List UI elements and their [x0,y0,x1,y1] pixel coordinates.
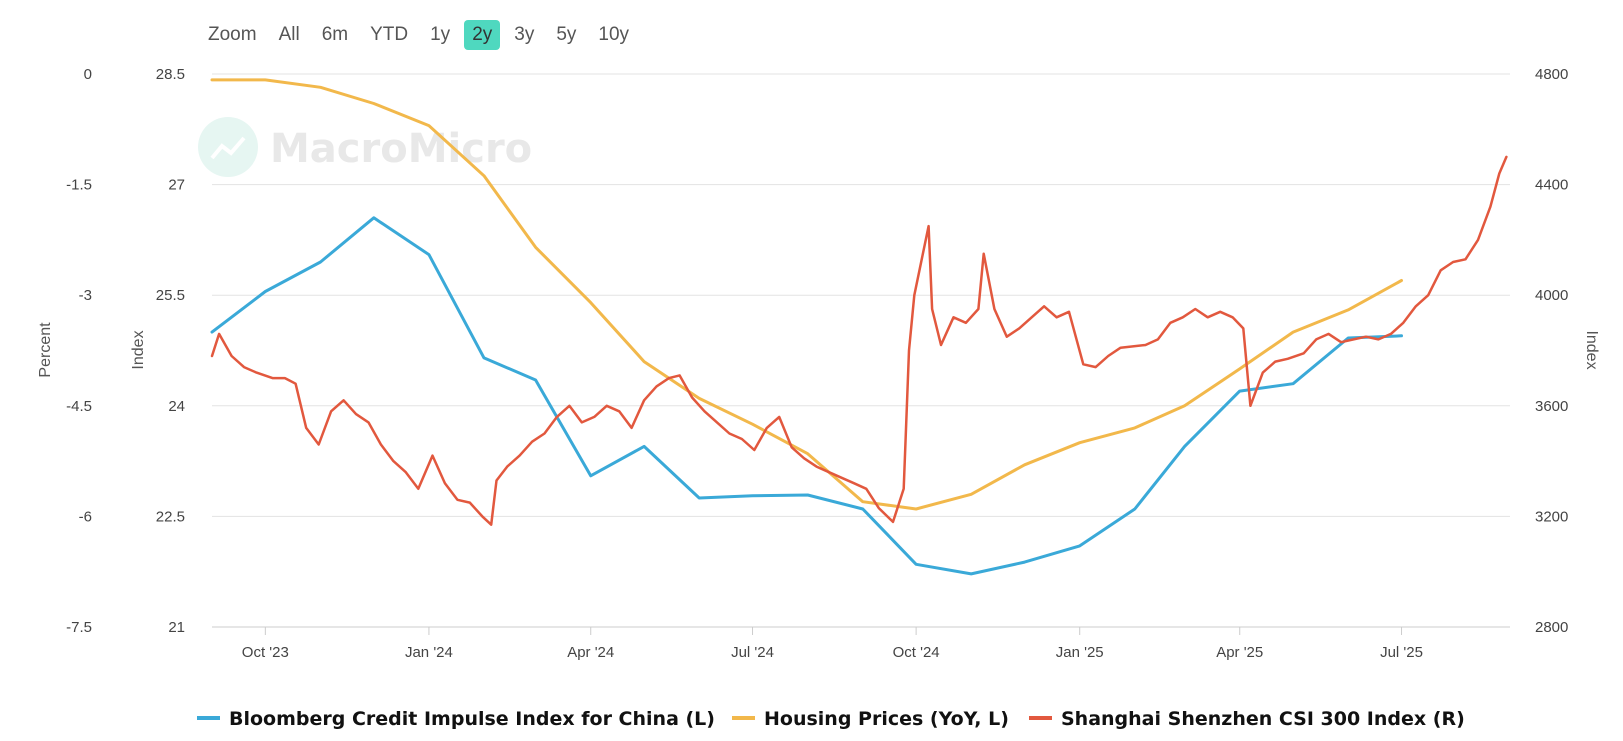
x-tick-label: Apr '25 [1216,644,1263,661]
x-tick-label: Jan '25 [1056,644,1104,661]
y-percent-tick-label: -1.5 [66,177,92,194]
y-axis-percent: 0 -1.5 -3 -4.5 -6 -7.5 [66,66,92,636]
y-axis-index-left: 28.5 27 25.5 24 22.5 21 [156,66,185,636]
watermark-text: MacroMicro [270,126,532,172]
watermark-logo-icon [198,117,258,177]
series-line-csi-300 [210,155,1508,526]
y-index-left-tick-label: 28.5 [156,66,185,83]
watermark-logo-stroke [210,136,246,160]
y-index-left-tick-label: 21 [168,619,185,636]
series-line-housing-prices [210,78,1403,511]
y-percent-tick-label: 0 [84,66,92,83]
series-lines [210,78,1508,576]
y-axis-index-right-title: Index [1583,330,1600,369]
zoom-button-6m[interactable]: 6m [321,24,349,45]
y-index-right-tick-label: 3600 [1535,398,1568,415]
y-index-right-tick-label: 4400 [1535,177,1568,194]
watermark: MacroMicro [198,117,532,177]
legend-label-csi-300: Shanghai Shenzhen CSI 300 Index (R) [1061,708,1465,730]
zoom-button-3y[interactable]: 3y [514,24,535,45]
zoom-button-2y[interactable]: 2y [464,20,501,50]
x-tick-label: Oct '24 [893,644,940,661]
y-index-left-tick-label: 27 [168,177,185,194]
y-axis-percent-title: Percent [37,322,54,378]
zoom-button-5y[interactable]: 5y [556,24,577,45]
y-index-right-tick-label: 2800 [1535,619,1568,636]
y-percent-tick-label: -4.5 [66,398,92,415]
zoom-button-all[interactable]: All [278,24,300,45]
zoom-bar: Zoom All 6m YTD 1y 2y 3y 5y 10y [208,18,643,52]
x-tick-label: Jul '24 [731,644,774,661]
legend-item-housing-prices[interactable]: Housing Prices (YoY, L) [732,708,1009,730]
y-axis-index-left-title: Index [130,330,147,369]
y-index-right-tick-label: 4800 [1535,66,1568,83]
legend-item-credit-impulse[interactable]: Bloomberg Credit Impulse Index for China… [197,708,715,730]
legend-label-credit-impulse: Bloomberg Credit Impulse Index for China… [229,708,715,730]
y-axis-index-right: 4800 4400 4000 3600 3200 2800 [1535,66,1568,636]
y-index-left-tick-label: 24 [168,398,185,415]
zoom-button-10y[interactable]: 10y [598,24,630,45]
zoom-label: Zoom [208,24,257,45]
x-tick-label: Jan '24 [405,644,453,661]
y-percent-tick-label: -3 [79,287,92,304]
y-index-left-tick-label: 22.5 [156,508,185,525]
x-tick-label: Apr '24 [567,644,614,661]
x-tick-label: Oct '23 [242,644,289,661]
grid [212,73,1510,517]
zoom-button-ytd[interactable]: YTD [370,24,409,45]
legend-label-housing-prices: Housing Prices (YoY, L) [764,708,1009,730]
y-index-right-tick-label: 4000 [1535,287,1568,304]
x-tick-label: Jul '25 [1380,644,1423,661]
legend-item-csi-300[interactable]: Shanghai Shenzhen CSI 300 Index (R) [1029,708,1465,730]
y-index-right-tick-label: 3200 [1535,508,1568,525]
series-line-credit-impulse [210,216,1403,576]
y-index-left-tick-label: 25.5 [156,287,185,304]
y-percent-tick-label: -7.5 [66,619,92,636]
legend: Bloomberg Credit Impulse Index for China… [197,708,1465,730]
zoom-button-1y[interactable]: 1y [430,24,451,45]
y-percent-tick-label: -6 [79,508,92,525]
x-axis: Oct '23 Jan '24 Apr '24 Jul '24 Oct '24 Jan '… [242,627,1423,661]
